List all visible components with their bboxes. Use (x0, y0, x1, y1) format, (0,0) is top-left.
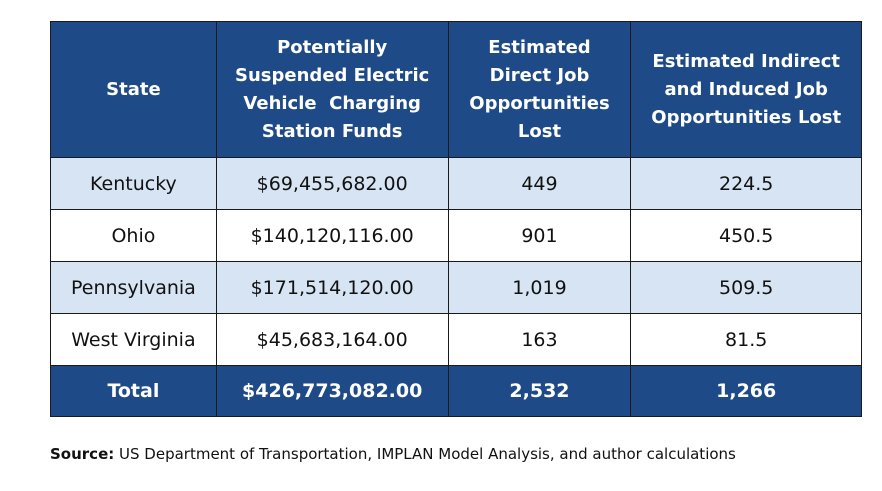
cell-indirect: 81.5 (630, 313, 862, 366)
header-direct-jobs: Estimated Direct Job Opportunities Lost (447, 21, 632, 158)
total-indirect: 1,266 (630, 365, 862, 417)
cell-indirect: 450.5 (630, 209, 862, 262)
cell-state: Ohio (50, 209, 217, 262)
total-row: Total $426,773,082.00 2,532 1,266 (50, 365, 862, 417)
table-row: Pennsylvania $171,514,120.00 1,019 509.5 (50, 261, 862, 314)
source-label: Source: (50, 445, 115, 463)
header-funds: Potentially Suspended Electric Vehicle Cha… (215, 21, 449, 158)
cell-funds: $171,514,120.00 (215, 261, 449, 314)
cell-indirect: 509.5 (630, 261, 862, 314)
cell-state: Kentucky (50, 157, 217, 210)
cell-funds: $69,455,682.00 (215, 157, 449, 210)
table-row: Ohio $140,120,116.00 901 450.5 (50, 209, 862, 262)
table-row: Kentucky $69,455,682.00 449 224.5 (50, 157, 862, 210)
header-row: State Potentially Suspended Electric Vehic… (50, 21, 862, 158)
total-label: Total (50, 365, 217, 417)
source-text: US Department of Transportation, IMPLAN … (114, 445, 736, 463)
cell-funds: $140,120,116.00 (215, 209, 449, 262)
cell-state: West Virginia (50, 313, 217, 366)
cell-direct: 163 (447, 313, 632, 366)
cell-indirect: 224.5 (630, 157, 862, 210)
total-funds: $426,773,082.00 (215, 365, 449, 417)
total-direct: 2,532 (447, 365, 632, 417)
source-note: Source: US Department of Transportation,… (50, 445, 736, 463)
job-loss-table: State Potentially Suspended Electric Vehic… (50, 21, 862, 417)
cell-direct: 1,019 (447, 261, 632, 314)
cell-funds: $45,683,164.00 (215, 313, 449, 366)
cell-state: Pennsylvania (50, 261, 217, 314)
header-indirect-jobs: Estimated Indirect and Induced Job Opportu… (630, 21, 862, 158)
cell-direct: 901 (447, 209, 632, 262)
cell-direct: 449 (447, 157, 632, 210)
header-state: State (50, 21, 217, 158)
table-row: West Virginia $45,683,164.00 163 81.5 (50, 313, 862, 366)
